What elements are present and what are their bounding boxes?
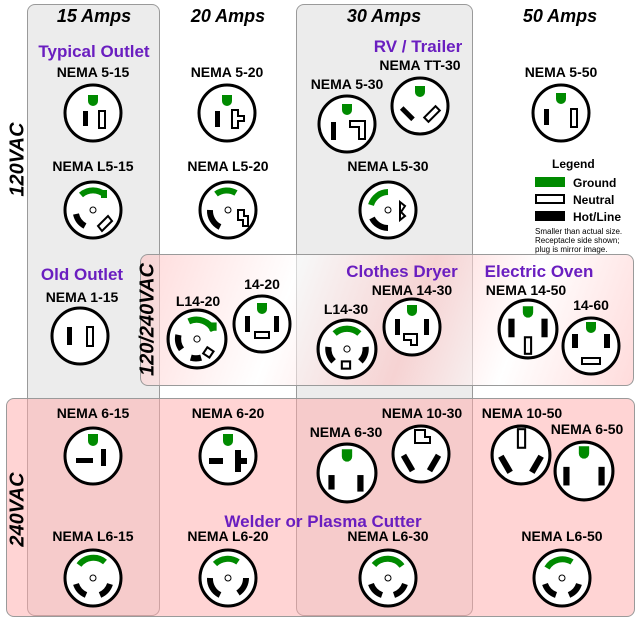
- nema-l5-30-outlet-icon: [358, 180, 418, 240]
- nema-tt-30-outlet-icon: [390, 76, 450, 136]
- category-rv-trailer: RV / Trailer: [373, 37, 463, 56]
- nema-5-50-outlet-icon: [531, 83, 591, 143]
- nema-14-60-outlet-icon: [561, 316, 621, 376]
- nema-l14-30-outlet-icon: [316, 318, 378, 380]
- nema-1-15-outlet-icon: [50, 306, 110, 366]
- nema-6-20-outlet-icon: [198, 426, 258, 486]
- label-nema-tt-30: NEMA TT-30: [379, 57, 461, 73]
- column-header-50a: 50 Amps: [522, 6, 598, 26]
- row-label-120vac: 120VAC: [6, 122, 29, 197]
- legend-hot-label: Hot/Line: [573, 210, 621, 224]
- legend-title: Legend: [552, 157, 595, 171]
- label-nema-10-30: NEMA 10-30: [381, 405, 463, 421]
- label-nema-1-15: NEMA 1-15: [45, 289, 119, 305]
- label-nema-l5-30: NEMA L5-30: [347, 158, 429, 174]
- label-nema-6-20: NEMA 6-20: [191, 405, 265, 421]
- category-electric-oven: Electric Oven: [484, 262, 594, 281]
- label-nema-l6-50: NEMA L6-50: [521, 528, 603, 544]
- legend-neutral-swatch: [535, 194, 565, 204]
- label-nema-6-15: NEMA 6-15: [56, 405, 130, 421]
- nema-10-50-outlet-icon: [490, 424, 552, 486]
- legend-ground-label: Ground: [573, 176, 617, 190]
- nema-14-20-outlet-icon: [232, 294, 292, 354]
- label-l14-20: L14-20: [175, 293, 221, 309]
- label-nema-l6-20: NEMA L6-20: [187, 528, 269, 544]
- legend-hot-swatch: [535, 211, 565, 221]
- label-14-20: 14-20: [244, 276, 280, 292]
- column-header-15a: 15 Amps: [56, 6, 132, 26]
- label-nema-5-20: NEMA 5-20: [190, 64, 264, 80]
- nema-l6-50-outlet-icon: [532, 548, 592, 608]
- label-nema-14-30: NEMA 14-30: [371, 282, 453, 298]
- label-nema-5-30: NEMA 5-30: [310, 76, 384, 92]
- column-header-20a: 20 Amps: [190, 6, 266, 26]
- label-l14-30: L14-30: [323, 301, 369, 317]
- nema-l6-15-outlet-icon: [63, 548, 123, 608]
- nema-6-50-outlet-icon: [553, 440, 615, 502]
- category-welder-plasma: Welder or Plasma Cutter: [224, 512, 422, 531]
- nema-10-30-outlet-icon: [391, 424, 451, 484]
- nema-5-30-outlet-icon: [317, 94, 377, 154]
- legend-ground-swatch: [535, 177, 565, 187]
- legend-note: Smaller than actual size. Receptacle sid…: [535, 227, 623, 254]
- nema-6-15-outlet-icon: [63, 426, 123, 486]
- nema-14-50-outlet-icon: [497, 298, 559, 360]
- label-nema-5-15: NEMA 5-15: [56, 64, 130, 80]
- category-typical-outlet: Typical Outlet: [38, 42, 150, 61]
- nema-l14-20-outlet-icon: [166, 308, 228, 370]
- category-clothes-dryer: Clothes Dryer: [346, 262, 458, 281]
- nema-l5-15-outlet-icon: [63, 180, 123, 240]
- category-old-outlet: Old Outlet: [40, 265, 124, 284]
- label-nema-l5-15: NEMA L5-15: [52, 158, 134, 174]
- nema-l5-20-outlet-icon: [198, 180, 258, 240]
- row-label-120-240vac: 120/240VAC: [136, 262, 159, 377]
- label-nema-l5-20: NEMA L5-20: [187, 158, 269, 174]
- label-nema-14-50: NEMA 14-50: [485, 282, 567, 298]
- nema-5-15-outlet-icon: [63, 83, 123, 143]
- label-nema-6-30: NEMA 6-30: [309, 424, 383, 440]
- label-14-60: 14-60: [573, 297, 609, 313]
- column-header-30a: 30 Amps: [346, 6, 422, 26]
- nema-l6-30-outlet-icon: [358, 548, 418, 608]
- nema-14-30-outlet-icon: [382, 297, 442, 357]
- row-label-240vac: 240VAC: [6, 472, 29, 547]
- nema-5-20-outlet-icon: [197, 83, 257, 143]
- label-nema-10-50: NEMA 10-50: [481, 405, 563, 421]
- legend-neutral-label: Neutral: [573, 193, 615, 207]
- nema-l6-20-outlet-icon: [198, 548, 258, 608]
- label-nema-6-50: NEMA 6-50: [550, 421, 624, 437]
- label-nema-l6-15: NEMA L6-15: [52, 528, 134, 544]
- label-nema-5-50: NEMA 5-50: [524, 64, 598, 80]
- label-nema-l6-30: NEMA L6-30: [347, 528, 429, 544]
- nema-6-30-outlet-icon: [316, 442, 378, 504]
